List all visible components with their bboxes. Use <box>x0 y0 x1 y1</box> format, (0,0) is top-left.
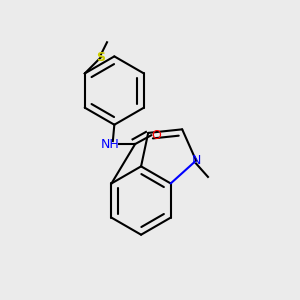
Text: NH: NH <box>100 138 119 151</box>
Text: S: S <box>97 51 106 64</box>
Text: O: O <box>151 129 161 142</box>
Text: N: N <box>191 154 201 167</box>
